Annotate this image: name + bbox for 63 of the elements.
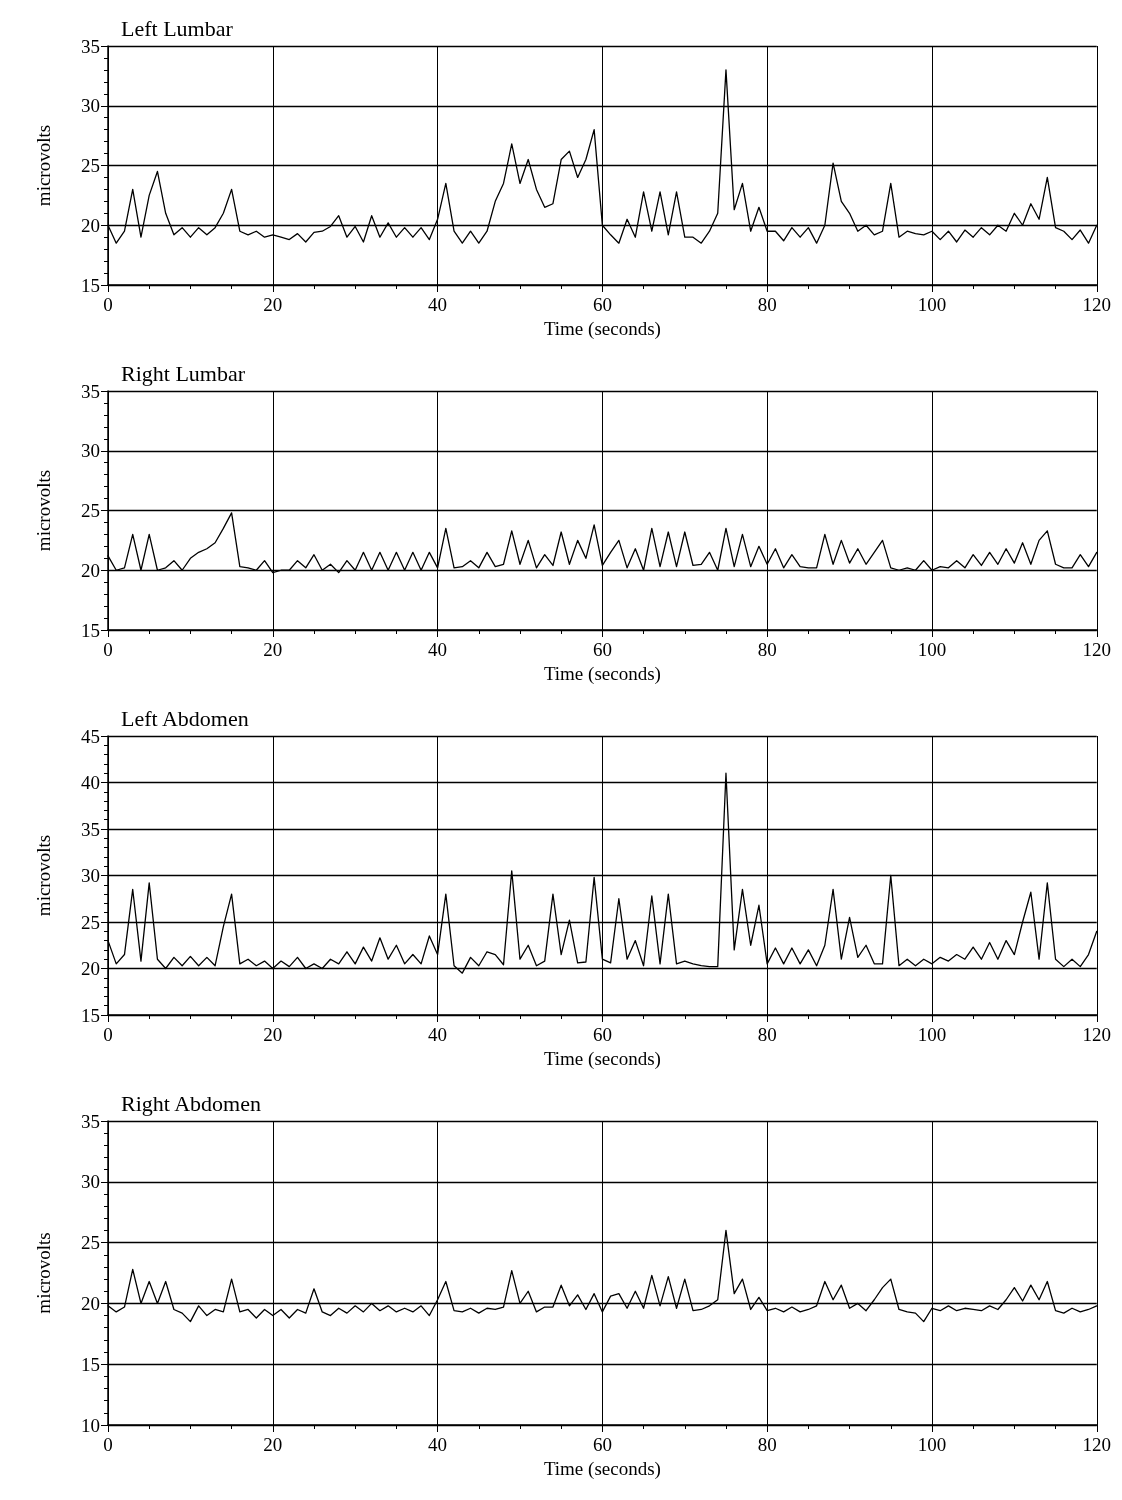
chart-title: Left Lumbar: [121, 15, 234, 41]
x-tick-label: 60: [592, 1024, 612, 1045]
y-tick-label: 20: [81, 559, 100, 581]
x-tick-label: 0: [103, 1434, 113, 1455]
x-tick-label: 40: [428, 1024, 448, 1045]
x-tick-label: 100: [917, 639, 947, 660]
x-tick-label: 0: [103, 294, 113, 315]
y-tick-label: 15: [81, 274, 100, 296]
x-tick-label: 120: [1082, 1434, 1111, 1455]
y-tick-label: 35: [81, 818, 100, 840]
x-axis-title: Time (seconds): [543, 1047, 661, 1070]
y-tick-label: 25: [81, 500, 100, 521]
x-tick-label: 0: [103, 1024, 113, 1045]
chart-title: Right Abdomen: [121, 1090, 261, 1116]
x-tick-label: 80: [757, 1024, 777, 1045]
x-axis-title: Time (seconds): [543, 317, 661, 340]
chart-title: Left Abdomen: [121, 705, 249, 731]
x-tick-label: 80: [757, 1434, 777, 1455]
x-tick-label: 40: [428, 294, 448, 315]
y-tick-label: 20: [81, 958, 100, 979]
y-tick-label: 30: [81, 440, 100, 462]
y-tick-label: 30: [81, 95, 100, 117]
y-tick-label: 30: [81, 1171, 100, 1193]
y-tick-label: 15: [81, 1004, 100, 1026]
y-tick-label: 10: [81, 1414, 100, 1436]
y-tick-label: 25: [81, 155, 100, 176]
y-tick-label: 15: [81, 1353, 100, 1375]
y-axis-title: microvolts: [33, 469, 54, 552]
y-axis-title: microvolts: [33, 1232, 54, 1314]
x-axis-title: Time (seconds): [543, 662, 661, 685]
x-tick-label: 100: [917, 1024, 947, 1045]
y-axis-title: microvolts: [33, 834, 54, 917]
x-tick-label: 60: [592, 1434, 612, 1455]
x-tick-label: 100: [917, 294, 947, 315]
x-tick-label: 80: [757, 294, 777, 315]
x-tick-label: 20: [263, 639, 283, 660]
x-tick-label: 20: [263, 1434, 283, 1455]
chart-title: Right Lumbar: [121, 360, 246, 386]
x-tick-label: 60: [592, 639, 612, 660]
y-tick-label: 25: [81, 911, 100, 933]
x-tick-label: 60: [592, 294, 612, 315]
y-tick-label: 30: [81, 865, 100, 886]
x-tick-label: 20: [263, 1024, 283, 1045]
y-tick-label: 15: [81, 619, 100, 641]
x-tick-label: 120: [1082, 1024, 1111, 1045]
x-tick-label: 120: [1082, 294, 1111, 315]
x-tick-label: 40: [428, 639, 448, 660]
y-tick-label: 35: [81, 380, 100, 402]
x-tick-label: 120: [1082, 639, 1111, 660]
y-axis-title: microvolts: [33, 124, 54, 207]
x-tick-label: 20: [263, 294, 283, 315]
x-tick-label: 0: [103, 639, 113, 660]
x-axis-title: Time (seconds): [543, 1457, 661, 1480]
y-tick-label: 40: [81, 772, 100, 793]
x-tick-label: 100: [917, 1434, 947, 1455]
y-tick-label: 20: [81, 214, 100, 236]
y-tick-label: 45: [81, 725, 100, 747]
y-tick-label: 35: [81, 1110, 100, 1132]
y-tick-label: 20: [81, 1292, 100, 1314]
x-tick-label: 40: [428, 1434, 448, 1455]
x-tick-label: 80: [757, 639, 777, 660]
y-tick-label: 35: [81, 35, 100, 57]
y-tick-label: 25: [81, 1232, 100, 1254]
